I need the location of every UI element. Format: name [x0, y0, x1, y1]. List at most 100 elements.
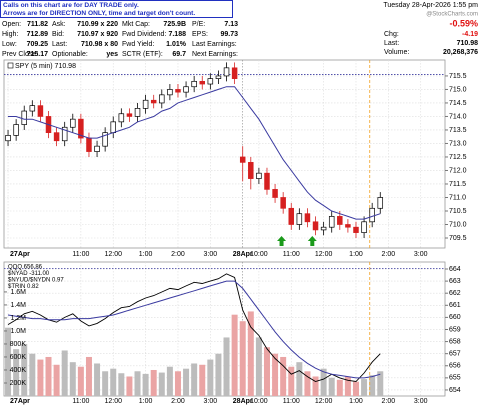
candle-body: [5, 135, 11, 142]
y-tick-label: 654: [449, 387, 461, 394]
y-tick-label: 712.0: [449, 167, 467, 174]
x-tick-label: 27Apr: [10, 398, 30, 405]
y-tick-label: 655: [449, 375, 461, 382]
x-tick-label: 1:00: [139, 398, 153, 405]
quote-value: 711.82: [27, 21, 48, 28]
x-tick-label: 10:00: [250, 251, 268, 258]
quote-label: P/E:: [192, 21, 205, 28]
quote-value: 7.188: [168, 31, 186, 38]
volume-bar: [174, 371, 181, 396]
quote-label: High:: [2, 31, 18, 38]
candle-body: [199, 80, 205, 85]
candle-body: [328, 216, 335, 228]
legend-label: QQQ 656.86: [8, 265, 43, 271]
legend-label: $NYAD -311.00: [8, 271, 50, 277]
candle-body: [70, 118, 76, 128]
candle-body: [288, 207, 295, 225]
candle-body: [345, 224, 351, 228]
y-tick-label: 1.2M: [10, 315, 26, 322]
volume-bar: [94, 363, 101, 396]
quote-label: Fwd Dividend:: [122, 31, 166, 38]
candle-body: [78, 118, 84, 139]
y-tick-label: 1.0M: [10, 328, 26, 335]
y-tick-label: 712.5: [449, 154, 467, 161]
y-tick-label: 656: [449, 363, 461, 370]
volume-bar: [13, 349, 20, 396]
volume-bar: [69, 362, 76, 396]
quote-value: 7.13: [224, 21, 238, 28]
quote-label: Optionable:: [52, 51, 88, 58]
volume-bar: [191, 363, 198, 396]
direction-arrow: [307, 236, 317, 246]
y-tick-label: 710.5: [449, 208, 467, 215]
legend-label: $TRIN 0.82: [8, 284, 39, 290]
candle-body: [256, 172, 262, 179]
candle-body: [239, 156, 246, 163]
candle-body: [215, 75, 222, 79]
y-tick-label: 713.0: [449, 140, 467, 147]
volume-bar: [85, 356, 92, 396]
legend-label: SPY (5 min) 710.98: [15, 63, 76, 70]
summary-value: -4.19: [462, 31, 478, 38]
plot-area: [3, 59, 446, 249]
volume-bar: [336, 379, 343, 396]
volume-bar: [183, 368, 190, 396]
x-tick-label: 2:00: [171, 251, 185, 258]
x-tick-label: 1:00: [349, 251, 363, 258]
volume-bar: [150, 369, 157, 396]
volume-bar: [288, 366, 295, 396]
overlay-line: [7, 273, 381, 382]
x-tick-label: 12:00: [104, 398, 122, 405]
volume-bar: [158, 372, 165, 396]
candle-body: [110, 121, 116, 134]
volume-bar: [272, 353, 279, 396]
summary-label: Volume:: [384, 49, 409, 56]
volume-bar: [247, 311, 254, 396]
quote-label: Low:: [2, 41, 17, 48]
x-tick-label: 1:00: [139, 251, 153, 258]
volume-bar: [118, 373, 125, 396]
candle-body: [142, 99, 149, 109]
volume-bar: [199, 364, 206, 396]
y-tick-label: 714.0: [449, 113, 467, 120]
x-tick-label: 2:00: [382, 251, 396, 258]
candle-body: [304, 213, 311, 223]
quote-label: Fwd Yield:: [122, 41, 154, 48]
volume-bar: [377, 371, 384, 396]
y-tick-label: 664: [449, 266, 461, 273]
quote-value: 709.25: [27, 41, 49, 48]
candle-body: [320, 226, 327, 231]
candle-body: [29, 105, 36, 112]
volume-bar: [45, 356, 52, 396]
volume-bar: [263, 347, 270, 396]
candle-body: [183, 86, 189, 93]
notice-line: Calls on this chart are for DAY TRADE on…: [3, 2, 139, 9]
candle-body: [118, 113, 125, 123]
y-tick-label: 658: [449, 338, 461, 345]
y-tick-label: 715.5: [449, 73, 467, 80]
volume-bar: [207, 359, 214, 396]
y-tick-label: 711.0: [449, 194, 466, 201]
y-tick-label: 657: [449, 351, 461, 358]
quote-value: 712.89: [27, 31, 49, 38]
y-tick-label: 800K: [10, 341, 27, 348]
summary-label: Last:: [384, 40, 399, 47]
volume-bar: [344, 376, 351, 396]
candle-body: [312, 221, 319, 231]
candle-body: [337, 216, 343, 225]
volume-bar: [61, 350, 68, 396]
quote-label: Open:: [2, 21, 21, 28]
quote-label: Last:: [52, 41, 67, 48]
quote-value: 710.97 x 920: [77, 31, 118, 38]
volume-bar: [328, 377, 335, 396]
y-tick-label: 660: [449, 314, 461, 321]
candle-body: [126, 113, 133, 117]
candle-body: [191, 80, 197, 88]
candle-body: [361, 221, 367, 233]
candle-body: [102, 132, 108, 147]
quote-label: Prev Close:: [2, 51, 38, 58]
x-tick-label: 10:00: [250, 398, 268, 405]
candle-body: [134, 108, 141, 117]
volume-bar: [53, 364, 60, 396]
